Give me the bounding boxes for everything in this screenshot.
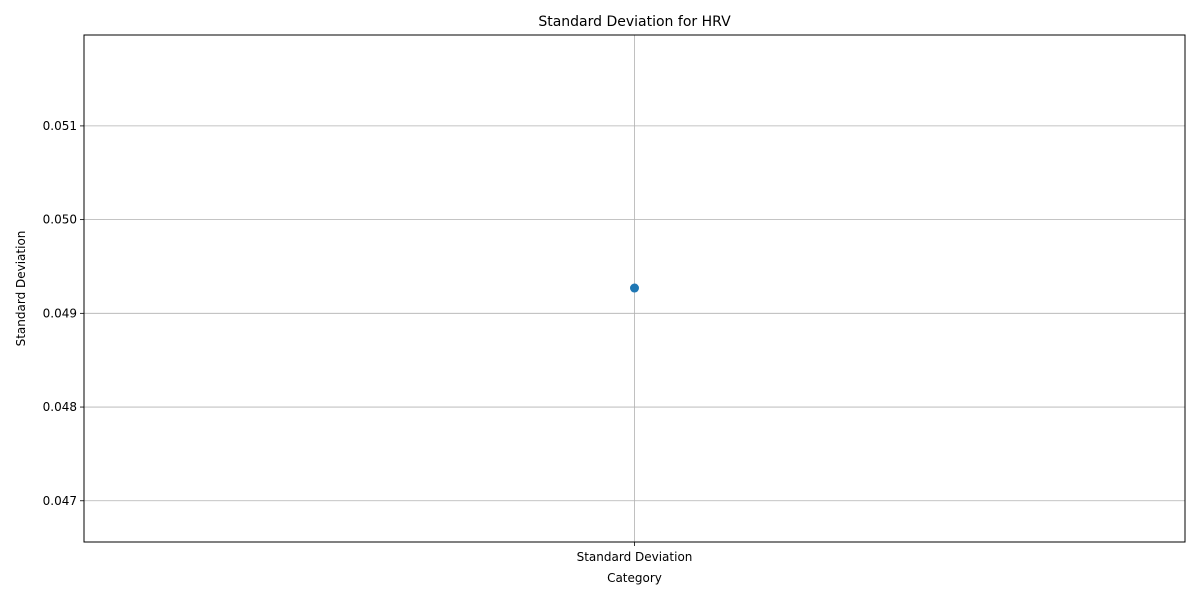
y-tick-label: 0.048 xyxy=(43,400,77,414)
data-points xyxy=(630,283,639,293)
x-tick-label: Standard Deviation xyxy=(577,550,693,564)
x-axis-label: Category xyxy=(607,571,662,585)
chart-title: Standard Deviation for HRV xyxy=(538,14,731,30)
x-axis-ticks: Standard Deviation xyxy=(577,542,693,564)
y-tick-label: 0.047 xyxy=(43,494,77,508)
y-axis-ticks: 0.047 0.048 0.049 0.050 0.051 xyxy=(43,119,84,508)
y-tick-label: 0.049 xyxy=(43,306,77,320)
y-tick-label: 0.051 xyxy=(43,119,77,133)
y-axis-label: Standard Deviation xyxy=(14,231,28,347)
y-tick-label: 0.050 xyxy=(43,213,77,227)
data-point xyxy=(630,283,639,293)
